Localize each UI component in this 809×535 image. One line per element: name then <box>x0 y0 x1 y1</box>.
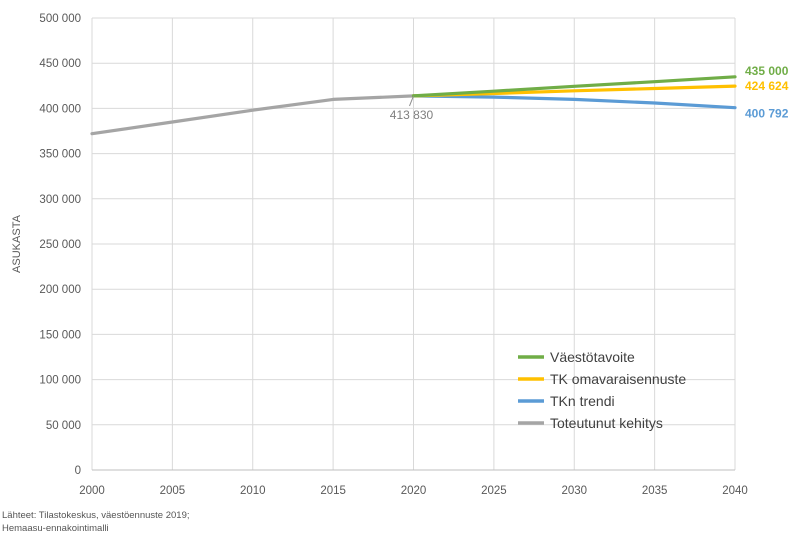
annotations: 413 830 <box>390 95 434 122</box>
x-tick-label: 2040 <box>722 485 748 497</box>
x-tick-label: 2000 <box>79 485 105 497</box>
y-tick-label: 100 000 <box>39 375 81 387</box>
y-tick-label: 150 000 <box>39 329 81 341</box>
y-tick-label: 400 000 <box>39 103 81 115</box>
x-tick-label: 2035 <box>642 485 668 497</box>
y-tick-label: 450 000 <box>39 58 81 70</box>
x-tick-label: 2015 <box>320 485 346 497</box>
series-lines <box>90 75 737 136</box>
series-line <box>411 75 737 98</box>
source-line-2: Hemaasu-ennakointimalli <box>2 523 109 534</box>
source-line-1: Lähteet: Tilastokeskus, väestöennuste 20… <box>2 510 190 521</box>
y-tick-label: 500 000 <box>39 13 81 25</box>
x-tick-label: 2005 <box>160 485 186 497</box>
y-tick-label: 350 000 <box>39 149 81 161</box>
x-axis-ticks: 2000 2005 2010 2015 2020 2025 2030 2035 2040 <box>79 485 748 497</box>
y-axis-label: ASUKASTA <box>11 214 23 273</box>
series-end-label: 424 624 <box>745 79 789 93</box>
legend-label: Toteutunut kehitys <box>550 415 663 431</box>
series-end-label: 435 000 <box>745 64 789 78</box>
legend-label: TKn trendi <box>550 393 615 409</box>
legend-label: Väestötavoite <box>550 349 635 365</box>
x-tick-label: 2030 <box>561 485 587 497</box>
x-tick-label: 2010 <box>240 485 266 497</box>
y-tick-label: 50 000 <box>46 420 81 432</box>
y-tick-label: 300 000 <box>39 194 81 206</box>
series-line <box>411 94 737 110</box>
legend: Väestötavoite TK omavaraisennuste TKn tren… <box>518 349 686 431</box>
y-tick-label: 250 000 <box>39 239 81 251</box>
y-tick-label: 0 <box>75 465 81 477</box>
y-axis-ticks: 0 50 000 100 000 150 000 200 000 250 000 300 0… <box>39 13 81 477</box>
legend-label: TK omavaraisennuste <box>550 371 686 387</box>
annotation-leader <box>409 95 414 107</box>
x-tick-label: 2020 <box>401 485 427 497</box>
source-note: Lähteet: Tilastokeskus, väestöennuste 20… <box>2 509 190 535</box>
series-line <box>90 94 416 136</box>
line-chart: 0 50 000 100 000 150 000 200 000 250 000 300 0… <box>11 13 789 497</box>
annotation-label: 413 830 <box>390 108 434 122</box>
grid-lines <box>91 17 736 471</box>
x-tick-label: 2025 <box>481 485 507 497</box>
series-end-label: 400 792 <box>745 107 789 121</box>
y-tick-label: 200 000 <box>39 284 81 296</box>
